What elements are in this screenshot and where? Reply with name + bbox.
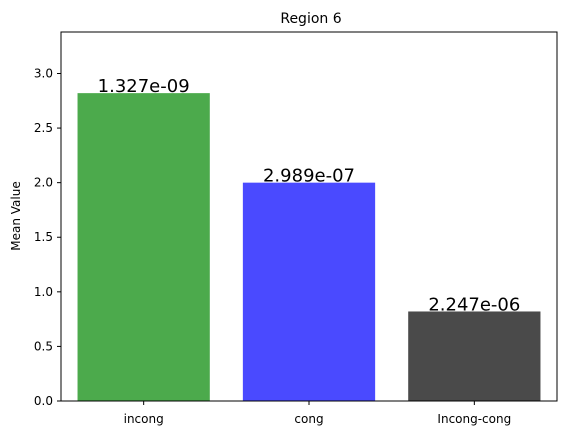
y-tick-label: 2.0 — [34, 176, 53, 190]
y-tick-label: 3.0 — [34, 66, 53, 80]
y-tick-label: 1.5 — [34, 230, 53, 244]
bar-incong-cong — [408, 311, 541, 401]
y-tick-label: 0.0 — [34, 394, 53, 408]
y-axis-label: Mean Value — [9, 181, 23, 250]
bar-value-label: 2.989e-07 — [263, 166, 355, 187]
plot-frame — [60, 31, 558, 402]
bar-incong — [77, 93, 210, 401]
bar-cong — [242, 182, 376, 401]
bars-group — [77, 93, 541, 401]
y-tick-label: 2.5 — [34, 121, 53, 135]
y-tick-label: 0.5 — [34, 339, 53, 353]
x-tick-label: incong — [124, 412, 164, 426]
chart-title: Region 6 — [280, 11, 341, 27]
x-tick-label: Incong-cong — [437, 412, 511, 426]
y-axis-ticks: 0.0 0.5 1.0 1.5 2.0 2.5 3.0 — [34, 66, 61, 408]
data-labels-group: 1.327e-09 2.989e-07 2.247e-06 — [98, 76, 521, 315]
y-tick-label: 1.0 — [34, 285, 53, 299]
x-axis-ticks: incong cong Incong-cong — [124, 401, 511, 426]
bar-value-label: 1.327e-09 — [98, 76, 190, 97]
bar-value-label: 2.247e-06 — [428, 294, 520, 315]
x-tick-label: cong — [294, 412, 323, 426]
